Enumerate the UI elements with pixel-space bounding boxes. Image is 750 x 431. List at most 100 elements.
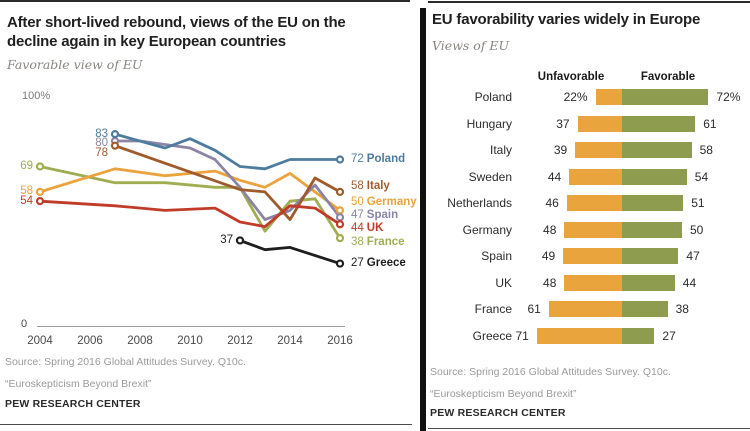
end-marker-italy — [335, 187, 345, 197]
unfavorable-bar-uk — [564, 274, 622, 291]
end-country-germany: Germany — [366, 195, 417, 208]
favorable-bar-poland — [622, 89, 709, 105]
unfavorable-column-header: Unfavorable — [537, 71, 605, 83]
end-value-uk: 44 — [351, 221, 364, 234]
end-marker-france — [335, 234, 345, 243]
end-value-spain: 47 — [351, 208, 364, 221]
y-axis-top-label: 100% — [22, 90, 51, 102]
favorable-value-hungary: 61 — [703, 116, 717, 131]
end-value-greece: 27 — [351, 256, 364, 269]
unfavorable-value-greece: 71 — [515, 328, 529, 343]
unfavorable-value-sweden: 44 — [547, 169, 562, 184]
end-country-italy: Italy — [366, 179, 390, 192]
line-series-uk — [38, 199, 342, 229]
favorable-column-header: Favorable — [640, 71, 696, 83]
unfavorable-bar-greece — [536, 327, 622, 344]
start-value-label-poland: 83 — [95, 127, 108, 140]
unfavorable-bar-italy — [575, 142, 622, 159]
start-marker-spain — [110, 136, 120, 146]
start-value-label-spain: 80 — [95, 137, 108, 150]
country-label-italy: Italy — [489, 143, 512, 158]
start-marker-uk — [35, 197, 45, 206]
end-country-france: France — [366, 235, 405, 248]
right-chart-subtitle: Views of EU — [432, 38, 510, 53]
end-label-greece: 27 Greece — [351, 257, 406, 269]
favorable-value-germany: 50 — [690, 222, 704, 237]
favorable-value-greece: 27 — [662, 328, 676, 343]
x-tick-2012: 2012 — [227, 335, 253, 347]
favorable-value-france: 38 — [675, 302, 689, 317]
country-label-greece: Greece — [472, 328, 512, 343]
country-label-netherlands: Netherlands — [447, 196, 512, 211]
end-label-poland: 72 Poland — [351, 153, 405, 165]
end-country-greece: Greece — [366, 256, 406, 269]
unfavorable-value-netherlands: 46 — [545, 196, 559, 211]
x-tick-2006: 2006 — [77, 335, 103, 347]
favorable-value-poland: 72% — [716, 90, 741, 104]
right-pew-research-center-label: PEW RESEARCH CENTER — [430, 407, 566, 419]
end-marker-spain — [335, 213, 345, 222]
start-marker-germany — [35, 187, 45, 197]
panel-divider — [420, 8, 426, 431]
unfavorable-value-france: 61 — [527, 302, 541, 317]
favorable-bar-france — [622, 301, 668, 318]
x-tick-2016: 2016 — [327, 335, 353, 347]
unfavorable-value-spain: 49 — [541, 249, 556, 264]
right-chart-title: EU favorability varies widely in Europe — [432, 11, 701, 28]
end-country-poland: Poland — [366, 152, 406, 165]
unfavorable-value-germany: 48 — [543, 222, 557, 237]
end-label-uk: 44 UK — [351, 222, 383, 234]
end-value-germany: 50 — [351, 195, 364, 208]
right-panel-bottom-border — [428, 428, 750, 429]
favorable-bar-greece — [622, 327, 655, 344]
end-marker-greece — [335, 259, 345, 268]
left-panel-top-border — [0, 0, 410, 2]
line-series-italy — [113, 144, 342, 222]
end-label-germany: 50 Germany — [351, 196, 417, 208]
favorable-bar-germany — [622, 221, 682, 238]
end-value-poland: 72 — [351, 152, 364, 165]
unfavorable-value-poland: 22% — [563, 90, 588, 104]
left-report-title: “Euroskepticism Beyond Brexit” — [5, 378, 152, 390]
unfavorable-bar-spain — [563, 248, 622, 265]
favorable-bar-sweden — [622, 168, 687, 185]
end-marker-germany — [335, 206, 345, 215]
start-marker-italy — [110, 141, 120, 150]
left-panel-bottom-border — [0, 424, 412, 425]
favorable-bar-uk — [622, 274, 675, 291]
favorable-value-spain: 47 — [686, 249, 700, 264]
start-marker-france — [35, 162, 45, 171]
x-tick-2014: 2014 — [277, 335, 303, 347]
x-tick-2004: 2004 — [27, 335, 53, 347]
start-marker-poland — [110, 130, 120, 139]
favorable-bar-netherlands — [622, 195, 684, 212]
end-label-france: 38 France — [351, 236, 405, 248]
favorable-bar-spain — [622, 248, 679, 265]
right-source-line: Source: Spring 2016 Global Attitudes Sur… — [430, 366, 671, 378]
line-series-poland — [113, 132, 342, 171]
country-label-uk: UK — [495, 275, 512, 290]
end-label-italy: 58 Italy — [351, 180, 390, 192]
start-value-label-italy: 78 — [95, 146, 108, 159]
unfavorable-value-hungary: 37 — [556, 116, 570, 131]
favorable-bar-italy — [622, 142, 692, 159]
unfavorable-bar-poland — [595, 89, 622, 105]
line-series-spain — [113, 139, 342, 222]
country-label-germany: Germany — [462, 222, 512, 237]
favorable-value-uk: 44 — [682, 275, 697, 290]
country-label-hungary: Hungary — [466, 116, 512, 131]
favorable-value-netherlands: 51 — [691, 196, 705, 211]
end-marker-poland — [335, 155, 345, 164]
favorable-value-italy: 58 — [699, 143, 713, 158]
x-tick-2010: 2010 — [177, 335, 203, 347]
end-label-spain: 47 Spain — [351, 209, 398, 221]
country-label-france: France — [474, 302, 512, 317]
end-marker-uk — [335, 220, 345, 229]
right-panel-top-border — [428, 1, 750, 3]
unfavorable-value-italy: 39 — [553, 143, 568, 158]
start-value-label-germany: 58 — [20, 185, 33, 198]
unfavorable-bar-sweden — [569, 168, 622, 185]
left-chart-title: After short-lived rebound, views of the … — [7, 14, 346, 50]
start-value-label-uk: 54 — [20, 194, 33, 207]
